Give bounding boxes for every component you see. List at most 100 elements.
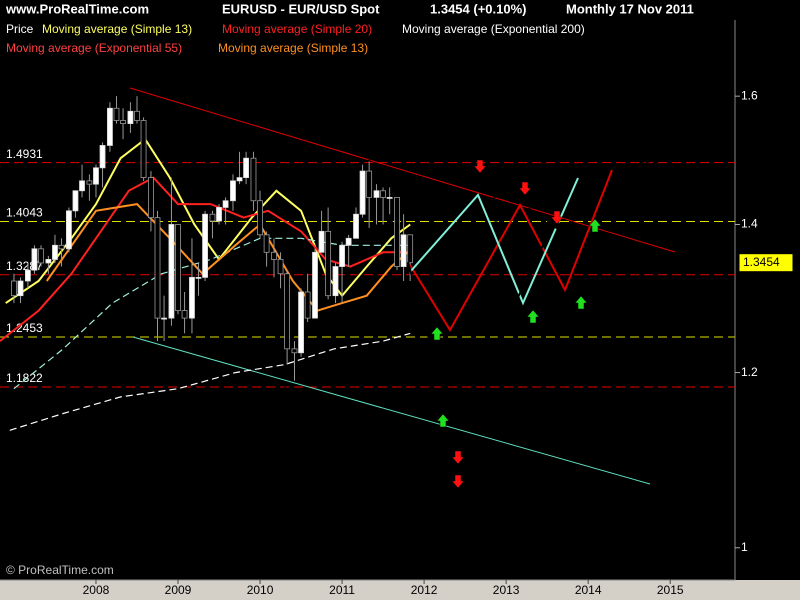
candle-body — [291, 348, 298, 354]
period: Monthly 17 Nov 2011 — [566, 1, 694, 16]
candle-body — [189, 276, 195, 319]
x-axis-strip — [0, 580, 800, 600]
trend-line — [129, 87, 676, 253]
x-tick-label: 2008 — [83, 583, 110, 597]
candle-body — [11, 280, 17, 297]
legend-entry: Moving average (Simple 13) — [218, 41, 368, 55]
level-label: 1.4043 — [6, 206, 43, 220]
candle-body — [79, 180, 85, 192]
candle-body — [386, 197, 393, 199]
price-tag — [738, 253, 794, 273]
legend-entry: Moving average (Simple 13) — [42, 22, 192, 36]
site: www.ProRealTime.com — [5, 1, 149, 16]
level-label: 1.1822 — [6, 371, 43, 385]
candle-body — [304, 291, 311, 319]
candle-body — [38, 248, 44, 264]
candle-body — [236, 177, 243, 182]
header-bar — [0, 0, 800, 20]
y-tick-label: 1.4 — [741, 217, 758, 231]
candle-body — [380, 190, 386, 198]
candle-body — [99, 145, 106, 169]
annotations — [129, 71, 725, 485]
candle-body — [113, 107, 120, 121]
candle-body — [127, 110, 134, 124]
plot-area — [0, 20, 735, 580]
legend-entry: Moving average (Simple 20) — [222, 22, 372, 36]
candle-body — [24, 269, 31, 282]
channel-line — [319, 134, 719, 291]
up-arrow — [588, 218, 602, 233]
candle-body — [31, 248, 38, 271]
footer: © ProRealTime.com — [6, 563, 114, 577]
x-tick-label: 2009 — [165, 583, 192, 597]
candle-body — [140, 120, 147, 178]
candle-body — [209, 213, 216, 222]
candle-body — [72, 190, 79, 212]
level-label: 1.4931 — [6, 147, 43, 161]
x-tick-label: 2013 — [493, 583, 520, 597]
candle-body — [58, 244, 65, 250]
candle-body — [312, 251, 318, 319]
legend-price: Price — [6, 22, 34, 36]
candle-body — [148, 177, 154, 219]
channel-line — [231, 71, 623, 209]
channel-line — [282, 245, 698, 391]
candle-body — [271, 251, 277, 260]
candle-body — [134, 110, 140, 121]
trend-line — [132, 336, 651, 485]
signal-arrows — [430, 159, 602, 489]
x-tick-label: 2012 — [411, 583, 438, 597]
candle-body — [222, 200, 229, 208]
forecast-path — [407, 261, 455, 420]
forecast-path — [459, 212, 560, 419]
candle-body — [298, 291, 304, 354]
moving-average-line — [9, 332, 411, 431]
legend-entry: Moving average (Exponential 200) — [402, 22, 585, 36]
candle-body — [45, 259, 52, 264]
candle-body — [353, 213, 359, 239]
candle-body — [359, 170, 366, 215]
candle-body — [93, 167, 99, 185]
candle-body — [17, 280, 24, 297]
candle-body — [284, 273, 291, 350]
axes: 1.6 1.4 1.2 1 2008 2009 2010 2011 2012 2013 2014 20… — [83, 88, 794, 597]
legend-entry: Moving average (Exponential 55) — [6, 41, 182, 55]
candle-body — [318, 230, 325, 253]
candle-body — [154, 217, 161, 319]
candle-body — [120, 120, 126, 124]
candles — [11, 96, 414, 381]
down-arrow — [518, 181, 532, 196]
x-tick-label: 2014 — [575, 583, 602, 597]
candle-body — [202, 213, 208, 278]
down-arrow — [473, 159, 487, 174]
down-arrow — [451, 474, 465, 489]
candle-body — [366, 170, 373, 198]
up-arrow — [574, 295, 588, 310]
y-tick-label: 1.2 — [741, 365, 758, 379]
legend: Moving average (Simple 13) Moving average… — [6, 22, 585, 55]
x-tick-label: 2011 — [329, 583, 355, 597]
candle-body — [373, 190, 380, 198]
forecast — [407, 169, 613, 420]
candle-body — [277, 259, 284, 275]
x-tick-label: 2010 — [247, 583, 274, 597]
candle-body — [345, 237, 352, 246]
forecast-path — [409, 177, 579, 306]
x-tick-label: 2015 — [657, 583, 684, 597]
candle-body — [230, 180, 236, 202]
candle-body — [263, 234, 270, 253]
up-arrow — [430, 326, 444, 341]
price-tag-label: 1.3454 — [743, 255, 780, 269]
candle-body — [168, 224, 175, 319]
candle-body — [195, 276, 202, 279]
level-label: 1.3287 — [6, 259, 43, 273]
channel-line — [282, 159, 433, 391]
instrument: EURUSD - EUR/USD Spot — [222, 1, 380, 16]
candle-body — [400, 234, 407, 267]
candle-body — [325, 230, 332, 297]
candle-body — [407, 234, 414, 264]
candle-body — [175, 224, 181, 311]
channel-line — [299, 109, 725, 273]
candle-body — [243, 157, 249, 178]
